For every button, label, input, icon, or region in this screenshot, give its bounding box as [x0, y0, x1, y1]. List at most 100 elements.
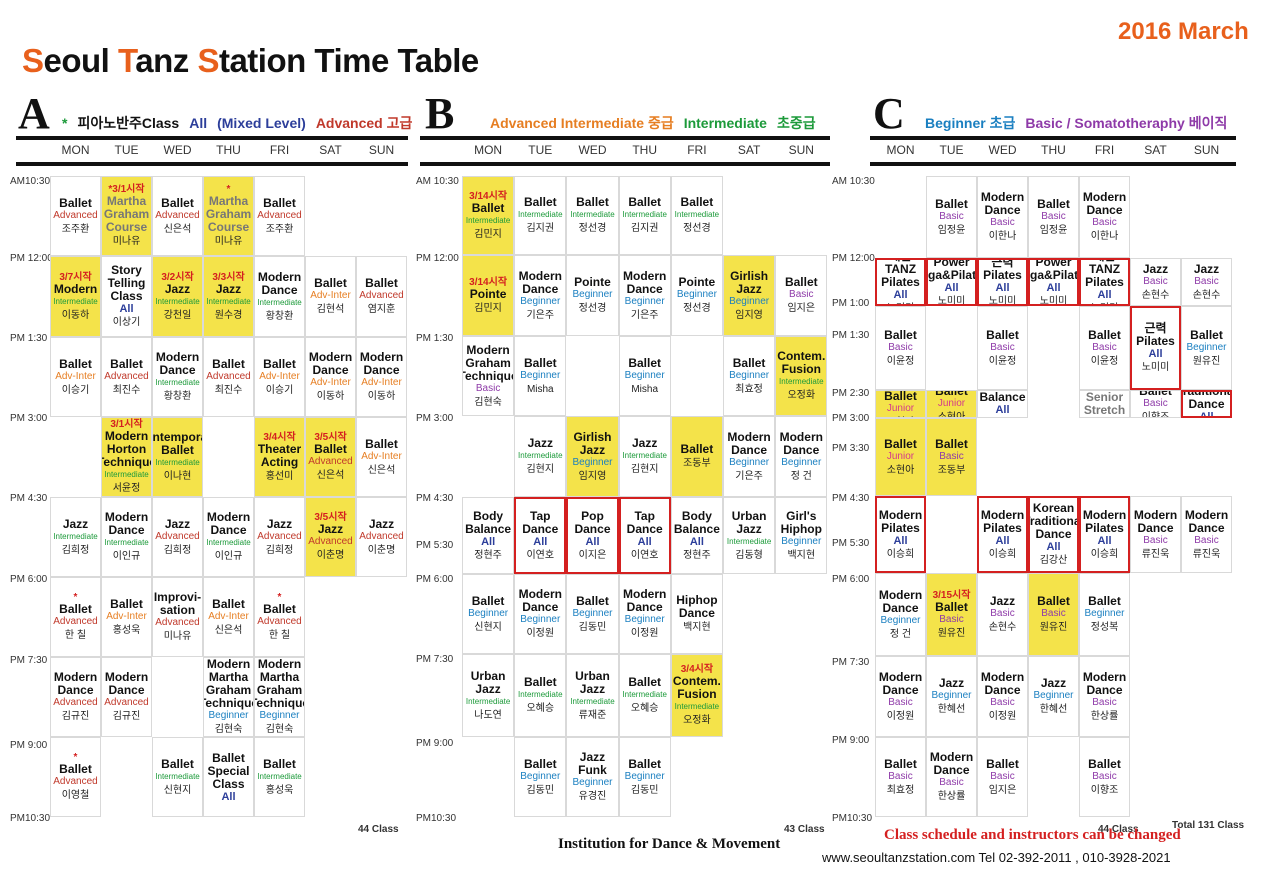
class-cell[interactable]: * Ballet Advanced 이영철 [50, 737, 101, 817]
class-cell[interactable]: 3/5시작 Ballet Advanced 신은석 [305, 417, 356, 497]
class-cell[interactable]: Modern Dance Intermediate 황창환 [152, 337, 203, 417]
class-cell[interactable]: 3/7시작 Modern Intermediate 이동하 [50, 256, 101, 337]
class-cell[interactable]: 3/3시작 Jazz Intermediate 원수경 [203, 256, 254, 337]
class-cell[interactable]: Tap Dance All 이연호 [514, 497, 567, 574]
class-cell[interactable]: Urban Jazz Intermediate 류재준 [566, 654, 619, 737]
class-cell[interactable]: Modern Dance Basic 류진욱 [1181, 496, 1232, 573]
class-cell[interactable]: Ballet Advanced 최진수 [203, 337, 254, 417]
class-cell[interactable]: Modern Dance Adv-Inter 이동하 [305, 337, 356, 417]
class-cell[interactable]: Ballet Beginner 신현지 [462, 574, 515, 654]
class-cell[interactable]: * Ballet Advanced 한 칠 [254, 577, 305, 657]
class-cell[interactable]: Ballet Advanced 최진수 [101, 337, 152, 417]
class-cell[interactable]: Modern Dance Basic 이한나 [977, 176, 1028, 258]
class-cell[interactable]: Ballet Beginner 정성복 [1079, 573, 1130, 656]
class-cell[interactable]: Modern Dance Basic 이정원 [875, 656, 926, 737]
class-cell[interactable]: Ballet Intermediate 홍성욱 [254, 737, 305, 817]
class-cell[interactable]: Ballet Beginner 김동민 [566, 574, 619, 654]
class-cell[interactable]: Ballet Adv-Inter 신은석 [203, 577, 254, 657]
class-cell[interactable]: Ballet Adv-Inter 이승기 [254, 337, 305, 417]
class-cell[interactable]: Ballet Advanced 조주환 [50, 176, 101, 256]
class-cell[interactable]: 3/4시작 Theater Acting 홍선미 [254, 417, 305, 497]
class-cell[interactable]: Jazz Basic 손현수 [1181, 258, 1232, 306]
class-cell[interactable]: Ballet Adv-Inter 신은석 [356, 417, 407, 497]
class-cell[interactable]: Modern Pilates All 이승희 [977, 496, 1028, 573]
class-cell[interactable]: Modern Dance Beginner 기은주 [514, 255, 567, 336]
class-cell[interactable]: Tap Dance All 이연호 [618, 497, 671, 574]
class-cell[interactable]: Modern Dance Beginner 기은주 [618, 255, 671, 336]
class-cell[interactable]: Modern Dance Basic 류진욱 [1130, 496, 1181, 573]
class-cell[interactable]: Ballet Intermediate 오혜승 [618, 654, 671, 737]
class-cell[interactable]: Girl's Hiphop Beginner 백지현 [775, 497, 828, 574]
class-cell[interactable]: Ballet Junior 소현아 [875, 418, 926, 496]
class-cell[interactable]: Modern Dance Beginner 정 건 [775, 416, 828, 497]
class-cell[interactable]: Modern Pilates All 이승희 [1079, 496, 1130, 573]
class-cell[interactable]: 3/7시작BalletJunior소현아 [875, 390, 926, 418]
class-cell[interactable]: Ballet Beginner 최효정 [723, 336, 776, 416]
class-cell[interactable]: Jazz Advanced 김희정 [254, 497, 305, 577]
class-cell[interactable]: Modern Dance Adv-Inter 이동하 [356, 337, 407, 417]
class-cell[interactable]: Ballet Beginner Misha [618, 336, 671, 416]
class-cell[interactable]: Ballet Basic 이향조 [1079, 737, 1130, 817]
class-cell[interactable]: Improvi-sation Advanced 미나유 [152, 577, 203, 657]
class-cell[interactable]: Jazz Basic 손현수 [1130, 258, 1181, 306]
class-cell[interactable]: Ballet Basic 임지은 [775, 255, 828, 336]
class-cell[interactable]: Ballet Adv-Inter 홍성욱 [101, 577, 152, 657]
class-cell[interactable]: Modern Dance Intermediate 이인규 [203, 497, 254, 577]
class-cell[interactable]: Ballet Adv-Inter 이승기 [50, 337, 101, 417]
class-cell[interactable]: Ballet Basic 임정윤 [926, 176, 977, 258]
class-cell[interactable]: Ballet Intermediate 정선경 [670, 176, 723, 255]
class-cell[interactable]: Girlish Jazz Beginner 임지영 [566, 416, 619, 497]
class-cell[interactable]: Ballet Intermediate 오혜승 [514, 654, 567, 737]
class-cell[interactable]: Ballet Advanced 신은석 [152, 176, 203, 256]
class-cell[interactable]: Jazz Intermediate 김희정 [50, 497, 101, 577]
class-cell[interactable]: Modern Dance Basic 이정원 [977, 656, 1028, 737]
class-cell[interactable]: Modern Martha Graham TechniqueBeginner 김현… [254, 657, 305, 737]
class-cell[interactable]: *3/1시작 Martha Graham Course 미나유 [101, 176, 152, 256]
class-cell[interactable]: Ballet Advanced 조주환 [254, 176, 305, 256]
class-cell[interactable]: Modern Martha Graham TechniqueBeginner 김현… [203, 657, 254, 737]
class-cell[interactable]: Modern Pilates All 이승희 [875, 496, 926, 573]
class-cell[interactable]: Modern Dance Beginner 이정원 [618, 574, 671, 654]
class-cell[interactable]: Modern Dance Advanced 김규진 [50, 657, 101, 737]
class-cell[interactable]: 3/14시작 Pointe 김민지 [462, 255, 515, 336]
class-cell[interactable]: Contem. Fusion Intermediate 오정화 [775, 336, 828, 416]
class-cell[interactable]: Ballet Basic 이향조 [1130, 390, 1181, 418]
class-cell[interactable]: Modern Dance Basic 한상률 [926, 737, 977, 817]
class-cell[interactable]: Ballet Basic 이윤정 [977, 306, 1028, 390]
class-cell[interactable]: 근력 Pilates All 노미미 [1130, 306, 1181, 390]
class-cell[interactable]: Ballet Beginner 원유진 [1181, 306, 1232, 390]
class-cell[interactable]: Jazz Intermediate 김현지 [618, 416, 671, 497]
class-cell[interactable]: Ballet Intermediate 김지권 [618, 176, 671, 255]
class-cell[interactable]: Modern Dance Advanced 김규진 [101, 657, 152, 737]
class-cell[interactable]: Pop Dance All 이지은 [566, 497, 619, 574]
class-cell[interactable]: Modern Dance Beginner 기은주 [723, 416, 776, 497]
class-cell[interactable]: Jazz Intermediate 김현지 [514, 416, 567, 497]
class-cell[interactable]: Ballet Beginner 김동민 [618, 737, 671, 817]
class-cell[interactable]: Ballet Intermediate 신현지 [152, 737, 203, 817]
class-cell[interactable]: 3/15시작 Ballet Basic 원유진 [926, 573, 977, 656]
class-cell[interactable]: Jazz Advanced 이춘명 [356, 497, 407, 577]
class-cell[interactable]: Ballet Basic 임지은 [977, 737, 1028, 817]
class-cell[interactable]: Story Telling Class All 이상기 [101, 256, 152, 337]
class-cell[interactable]: Ballet Adv-Inter 김현석 [305, 256, 356, 337]
class-cell[interactable]: Urban Jazz Intermediate 김동형 [723, 497, 776, 574]
class-cell[interactable]: Jazz Advanced 김희정 [152, 497, 203, 577]
class-cell[interactable]: Ballet Basic 임정윤 [1028, 176, 1079, 258]
class-cell[interactable]: * Martha Graham Course 미나유 [203, 176, 254, 256]
class-cell[interactable]: Urban Jazz Intermediate 나도연 [462, 654, 515, 737]
class-cell[interactable]: Modern Dance Basic 이한나 [1079, 176, 1130, 258]
class-cell[interactable]: Jazz Beginner 한혜선 [926, 656, 977, 737]
class-cell[interactable]: Ballet Basic 이윤정 [875, 306, 926, 390]
class-cell[interactable]: Ballet Intermediate 김지권 [514, 176, 567, 255]
class-cell[interactable]: Jazz Funk Beginner 유경진 [566, 737, 619, 817]
class-cell[interactable]: Modern Dance Intermediate 이인규 [101, 497, 152, 577]
class-cell[interactable]: Hiphop Dance 백지현 [670, 574, 723, 654]
class-cell[interactable]: Ballet Junior 소현아 [926, 390, 977, 418]
